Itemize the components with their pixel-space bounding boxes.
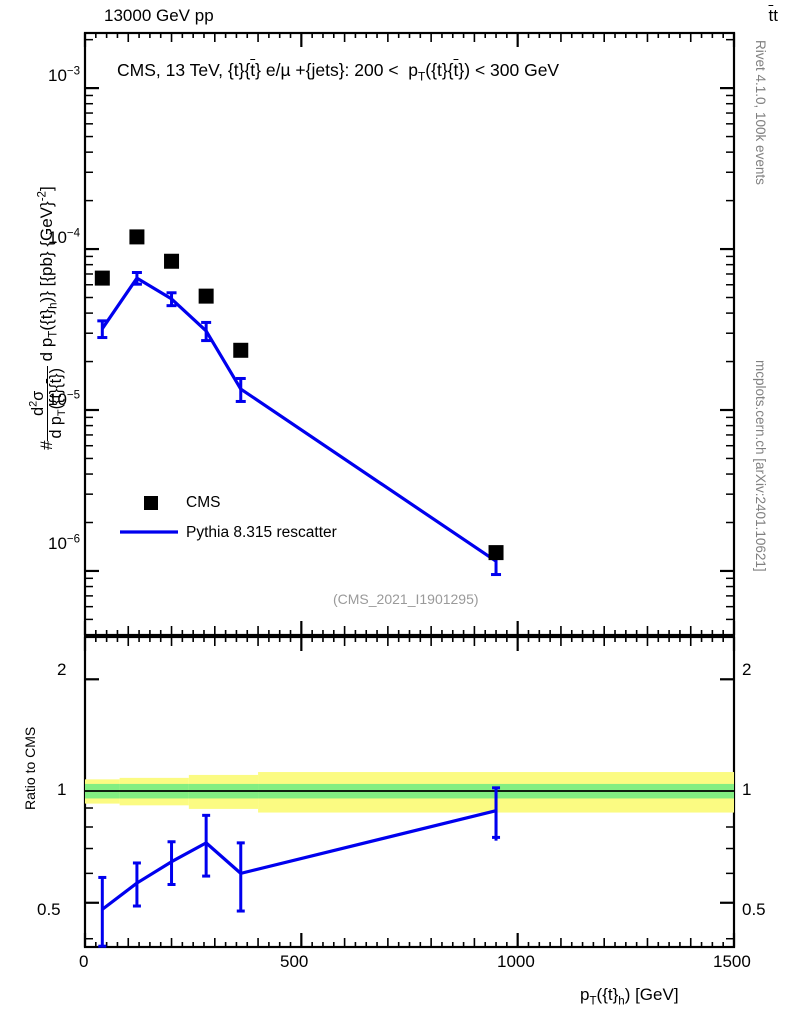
mc-curve-ratio — [98, 786, 501, 948]
ratio-y-tick-label-2-left: 2 — [57, 660, 67, 679]
data-markers-main — [94, 229, 504, 561]
legend-glyphs — [120, 496, 178, 534]
data-marker-square — [164, 253, 180, 269]
data-marker-square — [233, 342, 249, 358]
ratio-y-tick-label-1-left: 1 — [57, 780, 67, 799]
header-left-label: 13000 GeV pp — [104, 6, 214, 25]
y-tick-label-1e-3: 10−3 — [48, 65, 81, 85]
ratio-y-tick-label-0.5-left: 0.5 — [37, 900, 61, 919]
data-marker-square — [198, 288, 214, 304]
main-panel-ticks — [83, 33, 736, 636]
x-tick-label-0: 0 — [79, 952, 89, 971]
data-marker-square — [129, 229, 145, 245]
ratio-y-tick-label-0.5-right: 0.5 — [742, 900, 766, 919]
y-tick-label-1e-6: 10−6 — [48, 533, 81, 553]
legend-label-cms: CMS — [186, 494, 221, 511]
y-tick-label-1e-5: 10−5 — [48, 389, 81, 409]
x-tick-label-1500: 1500 — [713, 952, 751, 971]
header-right-label: tt — [768, 6, 778, 25]
y-tick-label-1e-4: 10−4 — [48, 227, 81, 247]
legend-marker-square — [144, 496, 158, 510]
ratio-uncertainty-bands — [85, 772, 734, 813]
analysis-id-watermark: (CMS_2021_I1901295) — [333, 591, 479, 607]
x-tick-label-500: 500 — [280, 952, 309, 971]
mc-curve-main — [97, 271, 502, 577]
mc-polyline — [100, 276, 497, 563]
main-panel-frame — [83, 31, 736, 637]
ratio-polyline — [101, 809, 497, 911]
data-marker-square — [94, 270, 110, 286]
ratio-y-tick-label-1-right: 1 — [742, 780, 752, 799]
x-axis-label: pT({t}h) [GeV] — [580, 985, 679, 1008]
x-tick-label-1000: 1000 — [497, 952, 535, 971]
legend-label-pythia: Pythia 8.315 rescatter — [186, 524, 337, 541]
ratio-y-tick-label-2-right: 2 — [742, 660, 752, 679]
plot-title: CMS, 13 TeV, {t}{t} e/µ +{jets}: 200 < p… — [117, 60, 560, 84]
data-marker-square — [488, 545, 504, 561]
